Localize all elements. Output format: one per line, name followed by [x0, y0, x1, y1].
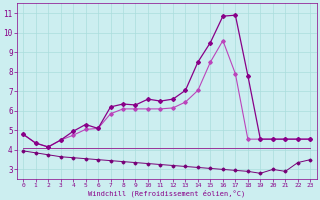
X-axis label: Windchill (Refroidissement éolien,°C): Windchill (Refroidissement éolien,°C): [88, 189, 245, 197]
